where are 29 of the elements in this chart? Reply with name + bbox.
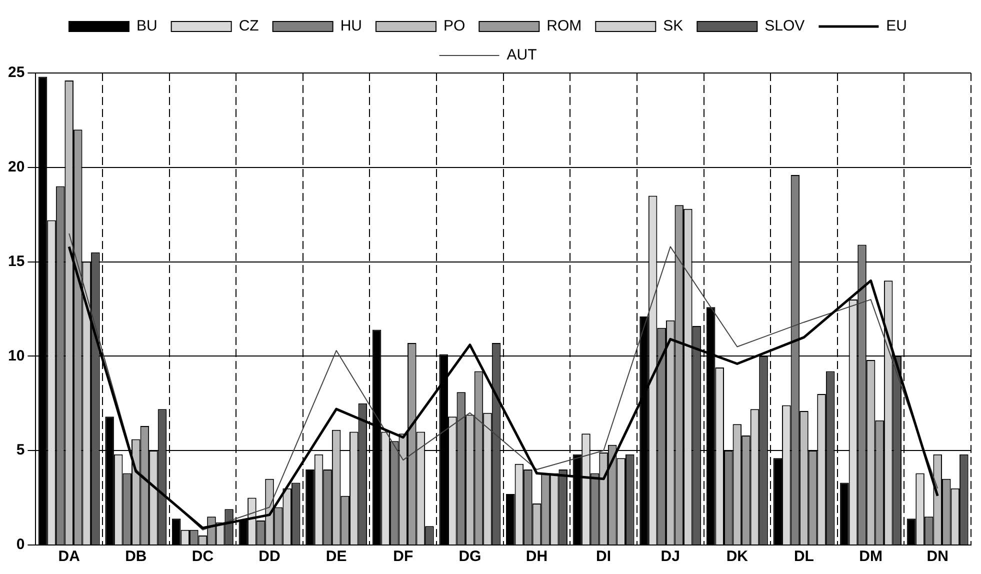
x-tick-label: DI [596,548,612,566]
y-tick-label: 20 [8,158,25,176]
x-tick-label: DL [794,548,814,566]
x-tick-label: DA [58,548,80,566]
y-tick-label: 25 [8,64,25,82]
x-tick-label: DK [726,548,748,566]
legend-label: BU [136,18,158,35]
x-tick-label: DE [326,548,347,566]
x-tick-label: DD [258,548,281,566]
legend-label: CZ [238,18,259,35]
x-tick-label: DC [192,548,214,566]
legend-label: SK [663,18,684,35]
legend-label: EU [886,18,908,35]
x-tick-label: DN [926,548,948,566]
y-tick-label: 5 [16,442,25,459]
legend-label: HU [340,18,362,35]
legend-label: AUT [506,46,537,64]
legend-label: PO [443,18,466,35]
x-tick-label: DG [458,548,482,566]
x-tick-label: DB [125,548,147,566]
y-tick-label: 10 [8,347,25,364]
x-tick-label: DJ [660,548,680,566]
x-tick-label: DF [393,548,414,566]
x-tick-label: DH [526,548,548,566]
x-tick-label: DM [859,548,882,566]
y-tick-label: 15 [8,252,25,270]
legend-label: SLOV [764,18,805,35]
legend-label: ROM [546,18,582,35]
y-tick-label: 0 [16,536,25,554]
